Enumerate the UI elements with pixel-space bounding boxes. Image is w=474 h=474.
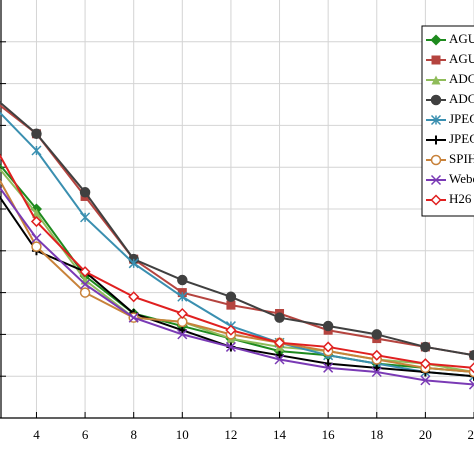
- legend-label: JPEG: [449, 131, 474, 146]
- legend-marker: [431, 55, 441, 65]
- legend-marker: [430, 94, 442, 106]
- marker: [31, 128, 42, 140]
- series: [0, 101, 474, 361]
- legend-label: ADC: [449, 91, 474, 106]
- marker: [420, 375, 431, 386]
- marker: [177, 274, 188, 286]
- marker: [226, 300, 236, 310]
- legend-marker: [431, 75, 441, 85]
- marker: [225, 291, 237, 303]
- marker: [371, 366, 382, 378]
- marker: [31, 241, 42, 252]
- legend-label: H26: [449, 191, 472, 206]
- marker: [80, 279, 91, 290]
- x-tick-label: 20: [419, 427, 432, 442]
- x-tick-label: 18: [370, 427, 383, 442]
- marker: [322, 341, 334, 353]
- marker: [274, 312, 285, 323]
- marker: [419, 358, 431, 370]
- legend: AGU AGU ADC ADC JPEG JPEG SPIH Webe H26: [421, 25, 474, 217]
- x-tick-label: 14: [273, 427, 287, 442]
- marker: [323, 362, 334, 373]
- series-line: [0, 101, 474, 357]
- marker: [176, 307, 188, 320]
- series: [0, 111, 474, 382]
- marker: [79, 187, 91, 198]
- marker: [468, 362, 474, 374]
- series: [0, 153, 474, 374]
- marker: [420, 341, 431, 353]
- x-tick-label: 16: [322, 427, 336, 442]
- legend-label: ADC: [449, 71, 474, 86]
- x-tick-label: 8: [130, 427, 137, 442]
- legend-marker: [430, 34, 442, 46]
- marker: [372, 363, 382, 373]
- marker: [274, 354, 285, 365]
- legend-label: AGU: [449, 31, 474, 46]
- marker: [128, 258, 139, 269]
- marker: [371, 349, 383, 361]
- marker: [177, 291, 188, 302]
- series-line: [0, 104, 474, 357]
- x-tick-label: 4: [33, 427, 40, 442]
- legend-marker: [430, 194, 442, 206]
- marker: [468, 379, 474, 390]
- marker: [80, 212, 91, 223]
- marker: [275, 350, 285, 360]
- series-line: [0, 186, 474, 386]
- x-tick-label: 10: [176, 427, 189, 442]
- x-tick-label: 12: [224, 427, 237, 442]
- series: [0, 195, 474, 381]
- series: [0, 104, 474, 360]
- legend-marker: [431, 135, 441, 145]
- series: [0, 186, 474, 390]
- marker: [128, 312, 139, 323]
- legend-label: AGU: [449, 51, 474, 66]
- legend-label: Webe: [449, 171, 474, 186]
- legend-marker: [430, 154, 442, 166]
- marker: [177, 329, 188, 340]
- legend-label: SPIH: [449, 151, 474, 166]
- x-tick-label: 22: [468, 427, 474, 442]
- marker: [30, 215, 43, 228]
- legend-label: JPEG: [449, 111, 474, 126]
- x-tick-label: 6: [82, 427, 89, 442]
- marker: [31, 233, 42, 244]
- marker: [468, 350, 474, 361]
- marker: [177, 325, 187, 335]
- marker: [225, 341, 236, 352]
- marker: [323, 359, 333, 369]
- marker: [79, 266, 91, 278]
- marker: [273, 337, 286, 349]
- legend-marker: [430, 114, 442, 126]
- series-line: [0, 167, 474, 374]
- marker: [322, 320, 334, 332]
- marker: [31, 145, 42, 156]
- marker: [225, 324, 237, 336]
- marker: [371, 329, 383, 340]
- marker: [79, 287, 91, 298]
- legend-marker: [430, 174, 442, 186]
- marker: [128, 291, 140, 303]
